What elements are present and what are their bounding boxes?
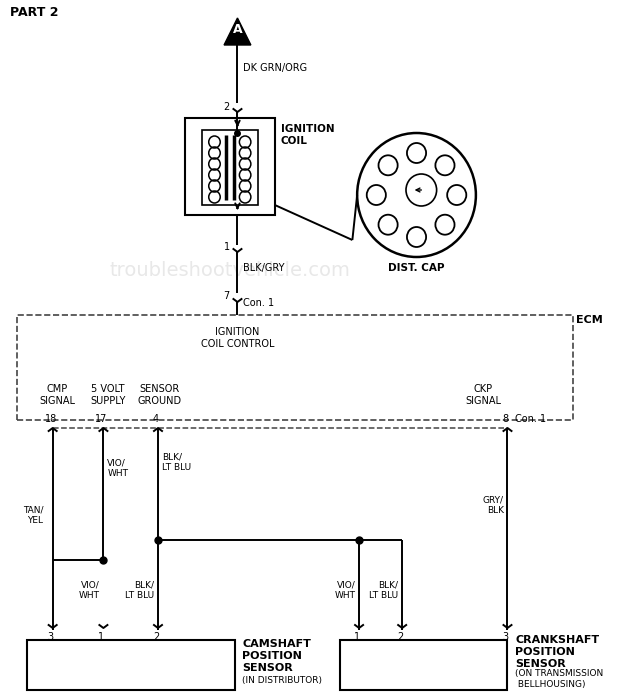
Text: 7: 7 [385, 220, 391, 230]
Text: IGNITION
COIL: IGNITION COIL [281, 124, 334, 146]
Bar [340, 640, 507, 690]
Text: 3: 3 [454, 190, 460, 200]
Circle shape [407, 143, 426, 163]
Text: GRY/
BLK: GRY/ BLK [483, 496, 504, 514]
Text: 5 VOLT
SUPPLY: 5 VOLT SUPPLY [90, 384, 126, 406]
Text: (ON TRANSMISSION
 BELLHOUSING): (ON TRANSMISSION BELLHOUSING) [515, 669, 603, 689]
Text: troubleshootvehicle.com: troubleshootvehicle.com [109, 260, 350, 279]
Text: 6: 6 [442, 220, 448, 230]
Text: 2: 2 [224, 102, 230, 112]
Text: IGNITION
COIL CONTROL: IGNITION COIL CONTROL [201, 327, 274, 349]
Text: 2: 2 [397, 632, 404, 642]
Text: (IN DISTRIBUTOR): (IN DISTRIBUTOR) [242, 676, 322, 685]
Bar [27, 640, 235, 690]
Bar [185, 118, 275, 215]
Circle shape [407, 227, 426, 247]
Text: VIO/
WHT: VIO/ WHT [108, 458, 129, 477]
Circle shape [378, 215, 397, 235]
Bar [202, 130, 258, 205]
Text: VIO/
WHT: VIO/ WHT [78, 580, 99, 600]
Text: VIO/
WHT: VIO/ WHT [334, 580, 355, 600]
Text: PART 2: PART 2 [9, 6, 58, 18]
Text: 1: 1 [98, 632, 104, 642]
Text: 1: 1 [224, 242, 230, 252]
Circle shape [436, 215, 454, 235]
Text: DIST. CAP: DIST. CAP [388, 263, 445, 273]
Text: TAN/
YEL: TAN/ YEL [23, 505, 43, 525]
Text: 4: 4 [442, 160, 448, 170]
Text: CRANKSHAFT
POSITION
SENSOR: CRANKSHAFT POSITION SENSOR [515, 636, 599, 668]
Text: Con. 1: Con. 1 [515, 414, 546, 424]
Text: CKP
SIGNAL: CKP SIGNAL [465, 384, 502, 406]
Text: ECM: ECM [577, 315, 603, 325]
Text: 8: 8 [413, 148, 420, 158]
Text: 8: 8 [502, 414, 509, 424]
Circle shape [436, 155, 454, 175]
Circle shape [378, 155, 397, 175]
Text: A: A [232, 23, 242, 36]
Text: 7: 7 [224, 291, 230, 301]
Text: 1: 1 [385, 160, 391, 170]
Polygon shape [224, 18, 251, 45]
Circle shape [447, 185, 467, 205]
Text: 3: 3 [502, 632, 509, 642]
Text: 4: 4 [153, 414, 159, 424]
Text: BLK/
LT BLU: BLK/ LT BLU [369, 580, 399, 600]
Text: 2: 2 [153, 632, 159, 642]
Text: A: A [232, 23, 242, 36]
Text: Con. 1: Con. 1 [243, 298, 274, 308]
Text: CMP
SIGNAL: CMP SIGNAL [40, 384, 75, 406]
Text: CAMSHAFT
POSITION
SENSOR: CAMSHAFT POSITION SENSOR [242, 639, 311, 673]
Text: BLK/
LT BLU: BLK/ LT BLU [125, 580, 154, 600]
Circle shape [366, 185, 386, 205]
Text: BLK/GRY: BLK/GRY [243, 263, 285, 273]
Text: 2: 2 [373, 190, 379, 200]
Text: DK GRN/ORG: DK GRN/ORG [243, 63, 307, 73]
Text: 5: 5 [413, 232, 420, 242]
Bar [17, 315, 573, 420]
Text: 17: 17 [95, 414, 108, 424]
Text: SENSOR
GROUND: SENSOR GROUND [138, 384, 182, 406]
Text: 3: 3 [48, 632, 54, 642]
Text: BLK/
LT BLU: BLK/ LT BLU [162, 452, 191, 472]
Text: 18: 18 [44, 414, 57, 424]
Text: 1: 1 [354, 632, 360, 642]
